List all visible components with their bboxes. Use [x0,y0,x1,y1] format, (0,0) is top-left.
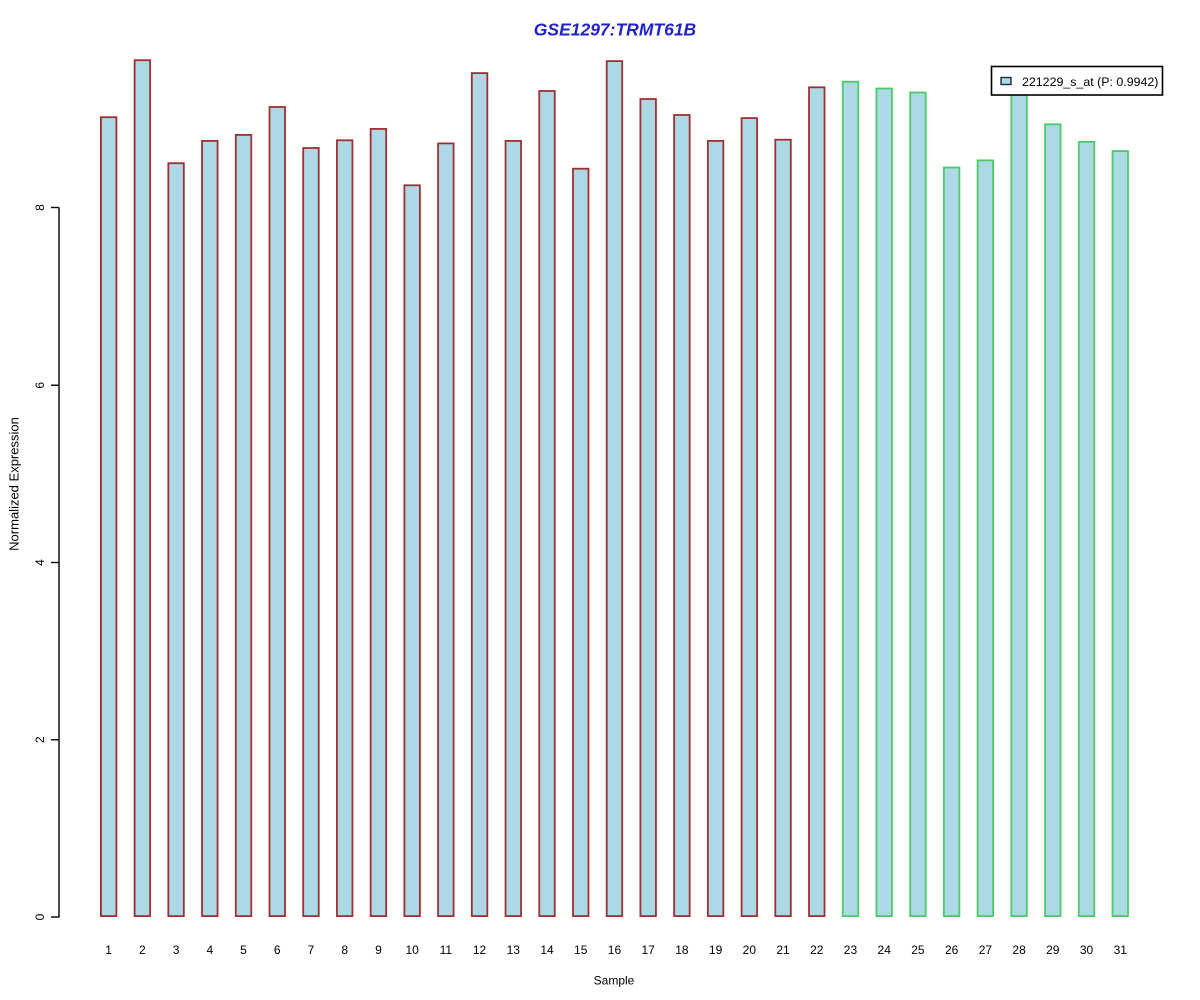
svg-text:28: 28 [1012,943,1026,957]
svg-text:Sample: Sample [594,974,635,988]
svg-text:8: 8 [341,943,348,957]
svg-text:24: 24 [878,943,892,957]
svg-text:29: 29 [1046,943,1060,957]
svg-text:18: 18 [675,943,689,957]
svg-text:0: 0 [33,913,47,920]
svg-text:2: 2 [33,736,47,743]
svg-text:14: 14 [540,943,554,957]
svg-text:20: 20 [743,943,757,957]
svg-text:25: 25 [911,943,925,957]
svg-text:30: 30 [1080,943,1094,957]
svg-text:19: 19 [709,943,723,957]
svg-text:23: 23 [844,943,858,957]
svg-text:12: 12 [473,943,487,957]
svg-text:31: 31 [1114,943,1128,957]
svg-text:16: 16 [608,943,622,957]
svg-text:22: 22 [810,943,824,957]
svg-text:1: 1 [105,943,112,957]
svg-text:11: 11 [440,943,453,957]
svg-text:13: 13 [507,943,521,957]
svg-text:17: 17 [641,943,655,957]
svg-text:6: 6 [274,943,281,957]
svg-text:2: 2 [139,943,146,957]
svg-text:21: 21 [776,943,790,957]
svg-text:27: 27 [979,943,993,957]
svg-text:10: 10 [405,943,419,957]
svg-text:4: 4 [33,559,47,566]
svg-text:221229_s_at (P: 0.9942): 221229_s_at (P: 0.9942) [1022,75,1158,89]
svg-text:7: 7 [308,943,315,957]
svg-text:3: 3 [173,943,180,957]
svg-text:9: 9 [375,943,382,957]
svg-text:15: 15 [574,943,588,957]
svg-text:6: 6 [33,382,47,389]
svg-text:GSE1297:TRMT61B: GSE1297:TRMT61B [534,20,696,40]
svg-text:26: 26 [945,943,959,957]
svg-text:4: 4 [206,943,213,957]
svg-text:8: 8 [33,204,47,211]
svg-text:5: 5 [240,943,247,957]
svg-text:Normalized Expression: Normalized Expression [7,417,22,551]
